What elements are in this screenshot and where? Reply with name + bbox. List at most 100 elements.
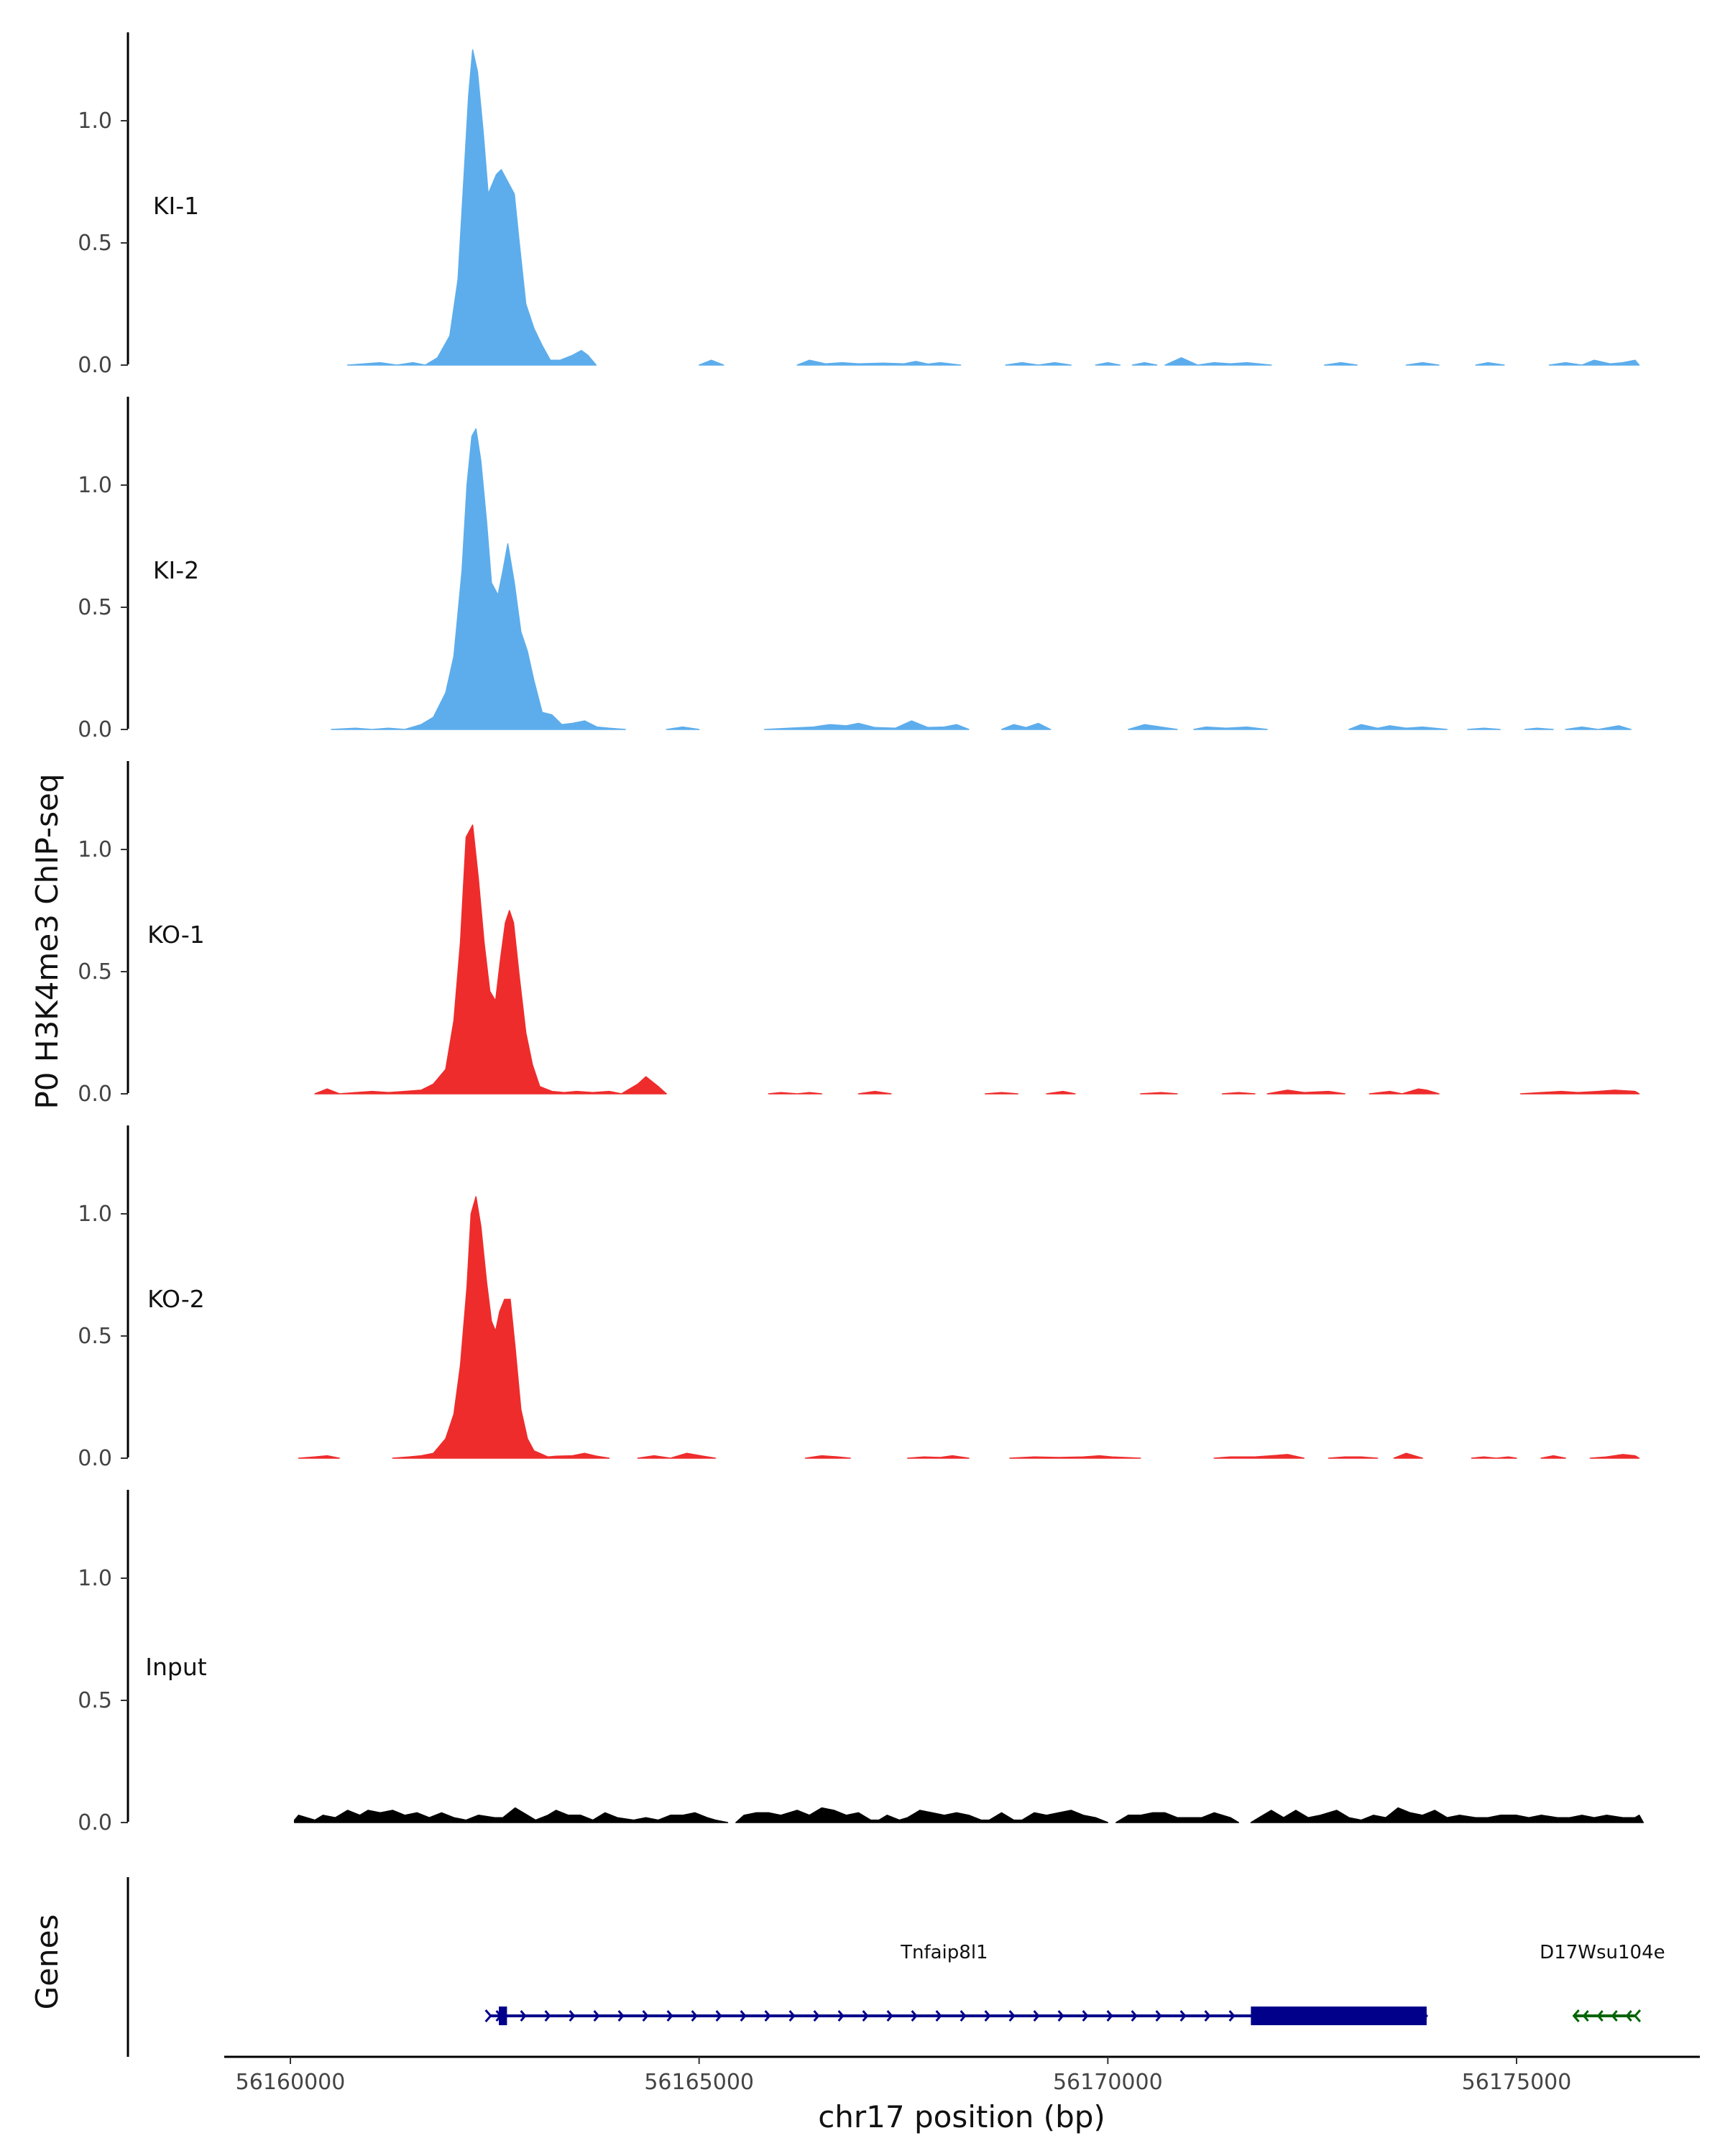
signal-area — [1095, 361, 1121, 366]
y-tick-label: 0.5 — [78, 959, 112, 985]
genes-axis-title: Genes — [29, 1915, 65, 2010]
strand-arrow — [960, 2010, 967, 2022]
signal-area — [666, 726, 700, 730]
y-tick-label: 1.0 — [78, 1566, 112, 1591]
signal-area — [1467, 727, 1501, 730]
strand-arrow — [520, 2010, 527, 2022]
gene-name-label: Tnfaip8l1 — [900, 1942, 988, 1963]
signal-area — [314, 824, 667, 1095]
track-name-label: KO-1 — [147, 921, 205, 949]
gene-tnfaip8l1: Tnfaip8l1 — [484, 1942, 1428, 2025]
strand-arrow — [642, 2010, 649, 2022]
signal-area — [796, 359, 962, 366]
y-tick-label: 1.0 — [78, 109, 112, 134]
track-input: 0.0 0.5 1.0 Input — [78, 1490, 1644, 1835]
x-tick-label: 56170000 — [1053, 2070, 1163, 2095]
strand-arrow — [764, 2010, 771, 2022]
signal-area — [1328, 1456, 1379, 1459]
x-tick-label: 56165000 — [644, 2070, 754, 2095]
signal-area — [392, 1196, 610, 1459]
strand-arrow — [1582, 2010, 1589, 2022]
signal-area — [763, 720, 970, 730]
signal-area — [1046, 1090, 1076, 1095]
signal-area — [1393, 1452, 1423, 1459]
gene-exon — [499, 2007, 507, 2025]
y-tick-label: 1.0 — [78, 473, 112, 498]
signal-area — [1213, 1454, 1305, 1459]
signal-area — [698, 359, 724, 366]
signal-area — [1009, 1455, 1141, 1459]
signal-area — [1193, 726, 1268, 730]
track-name-label: KO-2 — [147, 1285, 205, 1313]
signal-area — [298, 1455, 340, 1459]
signal-area — [1471, 1456, 1517, 1459]
signal-area — [1005, 361, 1072, 366]
signal-area — [1565, 725, 1632, 730]
x-tick-label: 56160000 — [236, 2070, 346, 2095]
y-axis-title: P0 H3K4me3 ChIP-seq — [29, 773, 65, 1109]
track-name-label: Input — [145, 1653, 207, 1681]
signal-area — [1115, 1812, 1240, 1823]
strand-arrow — [1228, 2010, 1236, 2022]
strand-arrow — [1611, 2010, 1618, 2022]
gene-cds — [1251, 2007, 1427, 2025]
gene-end-arrow — [1572, 2009, 1580, 2022]
signal-area — [1519, 1089, 1640, 1095]
strand-arrow — [569, 2010, 576, 2022]
signal-area — [735, 1807, 1109, 1823]
y-tick-label: 0.5 — [78, 1688, 112, 1713]
y-tick-label: 0.0 — [78, 1446, 112, 1471]
signal-area — [804, 1455, 851, 1459]
strand-arrow — [1131, 2010, 1138, 2022]
track-ki-1: 0.0 0.5 1.0 KI-1 — [78, 32, 1640, 378]
signal-area — [1323, 361, 1358, 366]
y-tick-label: 1.0 — [78, 1202, 112, 1227]
strand-arrow — [544, 2010, 551, 2022]
strand-arrow — [1204, 2010, 1211, 2022]
strand-arrow — [715, 2010, 722, 2022]
signal-area — [1475, 361, 1505, 366]
x-axis-title: chr17 position (bp) — [818, 2099, 1105, 2134]
track-name-label: KI-2 — [153, 556, 199, 584]
strand-arrow — [984, 2010, 991, 2022]
strand-arrow — [593, 2010, 600, 2022]
signal-area — [768, 1092, 823, 1095]
strand-arrow — [1033, 2010, 1040, 2022]
strand-arrow — [1008, 2010, 1016, 2022]
strand-arrow — [666, 2010, 673, 2022]
signal-area — [1164, 357, 1272, 366]
x-axis: 56160000 56165000 56170000 56175000 — [224, 2055, 1700, 2095]
signal-tracks: 0.00.51.0KI-10.00.51.0KI-20.00.51.0KO-10… — [78, 32, 1644, 1835]
signal-area — [984, 1092, 1018, 1095]
signal-area — [906, 1455, 970, 1459]
y-tick-label: 0.5 — [78, 231, 112, 256]
signal-area — [857, 1090, 892, 1095]
signal-area — [1131, 361, 1158, 366]
strand-arrow — [935, 2010, 942, 2022]
signal-area — [1589, 1454, 1640, 1459]
strand-arrow — [617, 2010, 625, 2022]
signal-area — [1368, 1088, 1440, 1095]
strand-arrow — [862, 2010, 869, 2022]
strand-arrow — [740, 2010, 747, 2022]
signal-area — [346, 49, 597, 366]
signal-area — [1000, 722, 1052, 730]
signal-area — [1548, 359, 1640, 366]
track-ko-2: 0.0 0.5 1.0 KO-2 — [78, 1125, 1640, 1471]
y-tick-label: 0.5 — [78, 1324, 112, 1349]
signal-area — [1540, 1455, 1566, 1459]
strand-arrow — [1155, 2010, 1162, 2022]
gene-end-arrow — [484, 2009, 492, 2022]
signal-area — [1348, 724, 1448, 730]
strand-arrow — [1082, 2010, 1089, 2022]
signal-area — [293, 1807, 729, 1823]
signal-area — [1524, 727, 1554, 730]
track-ki-2: 0.0 0.5 1.0 KI-2 — [78, 397, 1632, 742]
strand-arrow — [1596, 2010, 1604, 2022]
signal-area — [1221, 1092, 1256, 1095]
signal-area — [1250, 1807, 1644, 1823]
strand-arrow — [1179, 2010, 1187, 2022]
strand-arrow — [691, 2010, 698, 2022]
y-tick-label: 0.0 — [78, 1082, 112, 1107]
